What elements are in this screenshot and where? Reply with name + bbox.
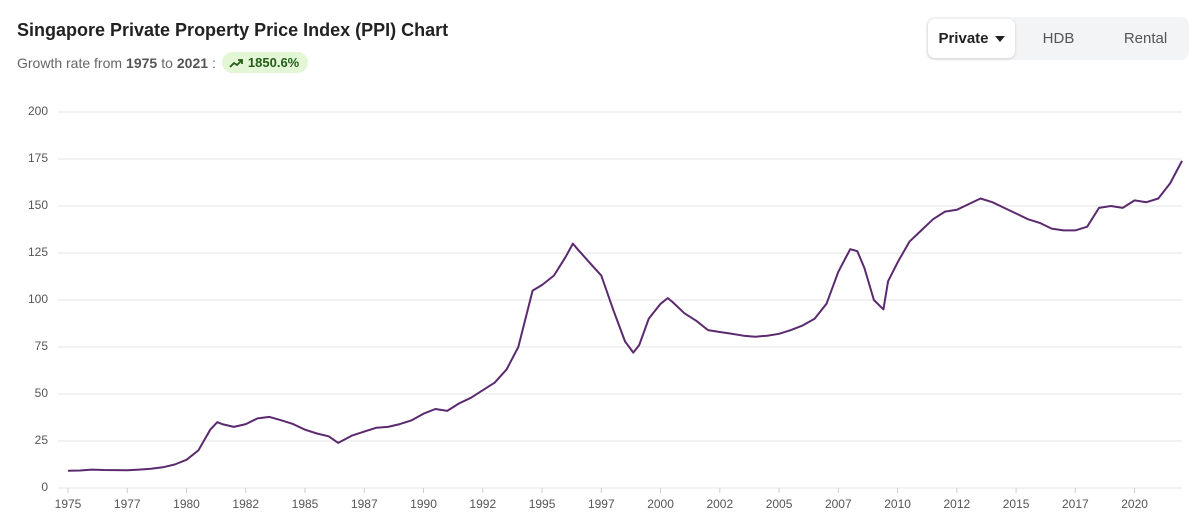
y-tick-label: 100	[28, 292, 48, 306]
y-tick-label: 175	[28, 151, 48, 165]
tab-label: Private	[938, 30, 989, 47]
x-tick-label: 2002	[706, 497, 733, 511]
y-tick-label: 200	[28, 104, 48, 118]
to-year: 2021	[176, 54, 209, 71]
trend-icon	[229, 58, 243, 68]
y-tick-label: 150	[28, 198, 48, 212]
subtitle-prefix: Growth rate from	[17, 54, 123, 71]
x-tick-label: 2010	[884, 497, 911, 511]
dropdown-icon	[994, 35, 1005, 42]
growth-value: 1850.6%	[247, 55, 300, 70]
x-tick-label: 1990	[410, 497, 437, 511]
y-tick-label: 75	[35, 339, 49, 353]
title: Singapore Private Property Price Index (…	[17, 20, 449, 40]
x-tick-label: 2020	[1121, 497, 1148, 511]
x-tick-label: 2017	[1062, 497, 1089, 511]
x-tick-label: 2007	[825, 497, 852, 511]
subtitle: Growth rate from 1975 to 2021 : 1850.6%	[17, 52, 309, 73]
tab[interactable]: HDB	[1042, 30, 1075, 47]
y-tick-label: 0	[41, 480, 48, 494]
tab[interactable]: Private	[928, 19, 1015, 58]
y-tick-label: 50	[35, 386, 49, 400]
tab-bar: Private HDB Rental	[926, 17, 1189, 60]
x-tick-label: 1987	[351, 497, 378, 511]
x-tick-label: 2012	[943, 497, 970, 511]
growth-badge: 1850.6%	[221, 52, 309, 73]
x-tick-label: 2000	[647, 497, 674, 511]
x-tick-label: 2015	[1003, 497, 1030, 511]
x-tick-label: 1997	[588, 497, 615, 511]
x-tick-label: 2005	[766, 497, 793, 511]
x-tick-label: 1982	[232, 497, 259, 511]
x-tick-label: 1992	[469, 497, 496, 511]
from-year: 1975	[126, 54, 158, 71]
y-tick-label: 125	[28, 245, 48, 259]
to-word: to	[161, 54, 173, 71]
x-tick-label: 1995	[529, 497, 556, 511]
x-tick-label: 1980	[173, 497, 200, 511]
tab[interactable]: Rental	[1123, 30, 1168, 47]
price-line	[67, 160, 1183, 472]
x-tick-label: 1975	[55, 497, 82, 511]
x-tick-label: 1977	[114, 497, 141, 511]
y-tick-label: 25	[35, 433, 49, 447]
separator: :	[212, 54, 216, 71]
x-tick-label: 1985	[292, 497, 319, 511]
